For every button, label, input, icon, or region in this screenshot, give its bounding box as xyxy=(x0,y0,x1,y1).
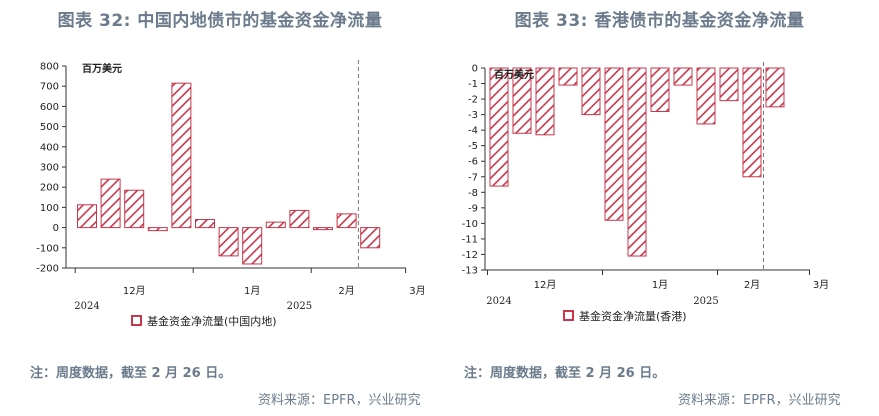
x-month-label: 12月 xyxy=(534,279,557,291)
x-month-label: 1月 xyxy=(652,279,668,291)
legend-swatch xyxy=(131,315,142,326)
bar xyxy=(265,221,286,229)
left-chart: 800 700 600 500 400 300 200 100 0 -100 -200 12月 1月 2月… xyxy=(36,60,426,328)
y-unit-label: 百万美元 xyxy=(494,68,534,81)
bar xyxy=(171,82,192,229)
x-year-label: 2024 xyxy=(74,301,99,312)
y-tick-label: -200 xyxy=(36,264,59,275)
bar xyxy=(489,67,509,187)
bar xyxy=(719,67,739,102)
right-note: 注：周度数据，截至 2 月 26 日。 xyxy=(464,366,666,381)
left-chart-panel: 图表 32: 中国内地债市的基金资金净流量 800 700 600 500 400 300… xyxy=(30,11,426,408)
right-chart-title: 图表 33: 香港债市的基金资金净流量 xyxy=(514,11,805,31)
y-tick-label: -3 xyxy=(468,110,478,121)
y-tick-label: -12 xyxy=(462,250,478,261)
y-tick-label: 0 xyxy=(472,64,478,75)
y-tick-label: -1 xyxy=(468,79,478,90)
left-note: 注：周度数据，截至 2 月 26 日。 xyxy=(30,366,232,381)
y-tick-label: -100 xyxy=(36,243,59,254)
bar xyxy=(650,67,670,113)
x-month-label: 2月 xyxy=(744,279,760,291)
bar xyxy=(313,227,333,231)
y-tick-label: -7 xyxy=(468,172,478,183)
bar xyxy=(336,213,357,229)
left-chart-title: 图表 32: 中国内地债市的基金资金净流量 xyxy=(57,11,383,31)
bar xyxy=(742,67,762,178)
y-tick-label: -4 xyxy=(468,126,478,137)
bar xyxy=(289,209,310,229)
y-tick-label: -6 xyxy=(468,157,478,168)
bar xyxy=(696,67,716,125)
x-month-label: 3月 xyxy=(409,285,425,297)
y-unit-label: 百万美元 xyxy=(82,62,122,75)
x-year-label: 2025 xyxy=(287,301,312,312)
bar xyxy=(627,67,647,257)
right-source: 资料来源：EPFR，兴业研究 xyxy=(678,393,841,408)
x-month-label: 1月 xyxy=(244,285,260,297)
y-tick-label: 600 xyxy=(40,102,59,113)
x-month-label: 12月 xyxy=(123,285,146,297)
x-year-label: 2025 xyxy=(693,296,718,307)
y-tick-label: -2 xyxy=(468,95,478,106)
legend-label: 基金资金净流量(中国内地) xyxy=(147,314,277,328)
y-tick-label: 100 xyxy=(40,203,59,214)
bar xyxy=(360,227,381,249)
legend-swatch xyxy=(563,310,574,321)
bar xyxy=(124,189,145,229)
bar xyxy=(673,67,693,86)
bar xyxy=(765,67,785,108)
bar xyxy=(147,227,168,232)
bar xyxy=(77,204,97,229)
y-tick-label: 700 xyxy=(40,82,59,93)
right-chart: 0 -1 -2 -3 -4 -5 -6 -7 -8 -9 -10 -11 -12 -13 12月 1月 2月 3月… xyxy=(462,62,829,323)
y-tick-label: 0 xyxy=(53,223,59,234)
y-tick-label: -8 xyxy=(468,188,478,199)
bar xyxy=(558,67,578,86)
y-tick-label: -11 xyxy=(462,234,478,245)
x-month-label: 2月 xyxy=(338,285,354,297)
y-tick-label: -10 xyxy=(462,219,478,230)
bar xyxy=(512,67,532,134)
y-tick-label: 300 xyxy=(40,163,59,174)
y-tick-label: 500 xyxy=(40,122,59,133)
x-year-label: 2024 xyxy=(486,296,511,307)
bar xyxy=(218,227,239,257)
y-tick-label: -9 xyxy=(468,203,478,214)
right-chart-panel: 图表 33: 香港债市的基金资金净流量 0 -1 -2 -3 -4 -5 -6 -7 -8 -9 -… xyxy=(440,0,879,416)
y-tick-label: 400 xyxy=(40,142,59,153)
y-tick-label: 200 xyxy=(40,183,59,194)
bar xyxy=(535,67,555,136)
bar xyxy=(604,67,624,221)
bar xyxy=(195,219,215,229)
y-tick-label: 800 xyxy=(40,62,59,73)
y-tick-label: -5 xyxy=(468,141,478,152)
bar xyxy=(581,67,601,116)
left-source: 资料来源：EPFR，兴业研究 xyxy=(258,393,421,408)
y-tick-label: -13 xyxy=(462,266,478,277)
legend-label: 基金资金净流量(香港) xyxy=(579,309,687,323)
bar xyxy=(100,178,121,229)
x-month-label: 3月 xyxy=(813,279,829,291)
bar xyxy=(242,227,263,265)
